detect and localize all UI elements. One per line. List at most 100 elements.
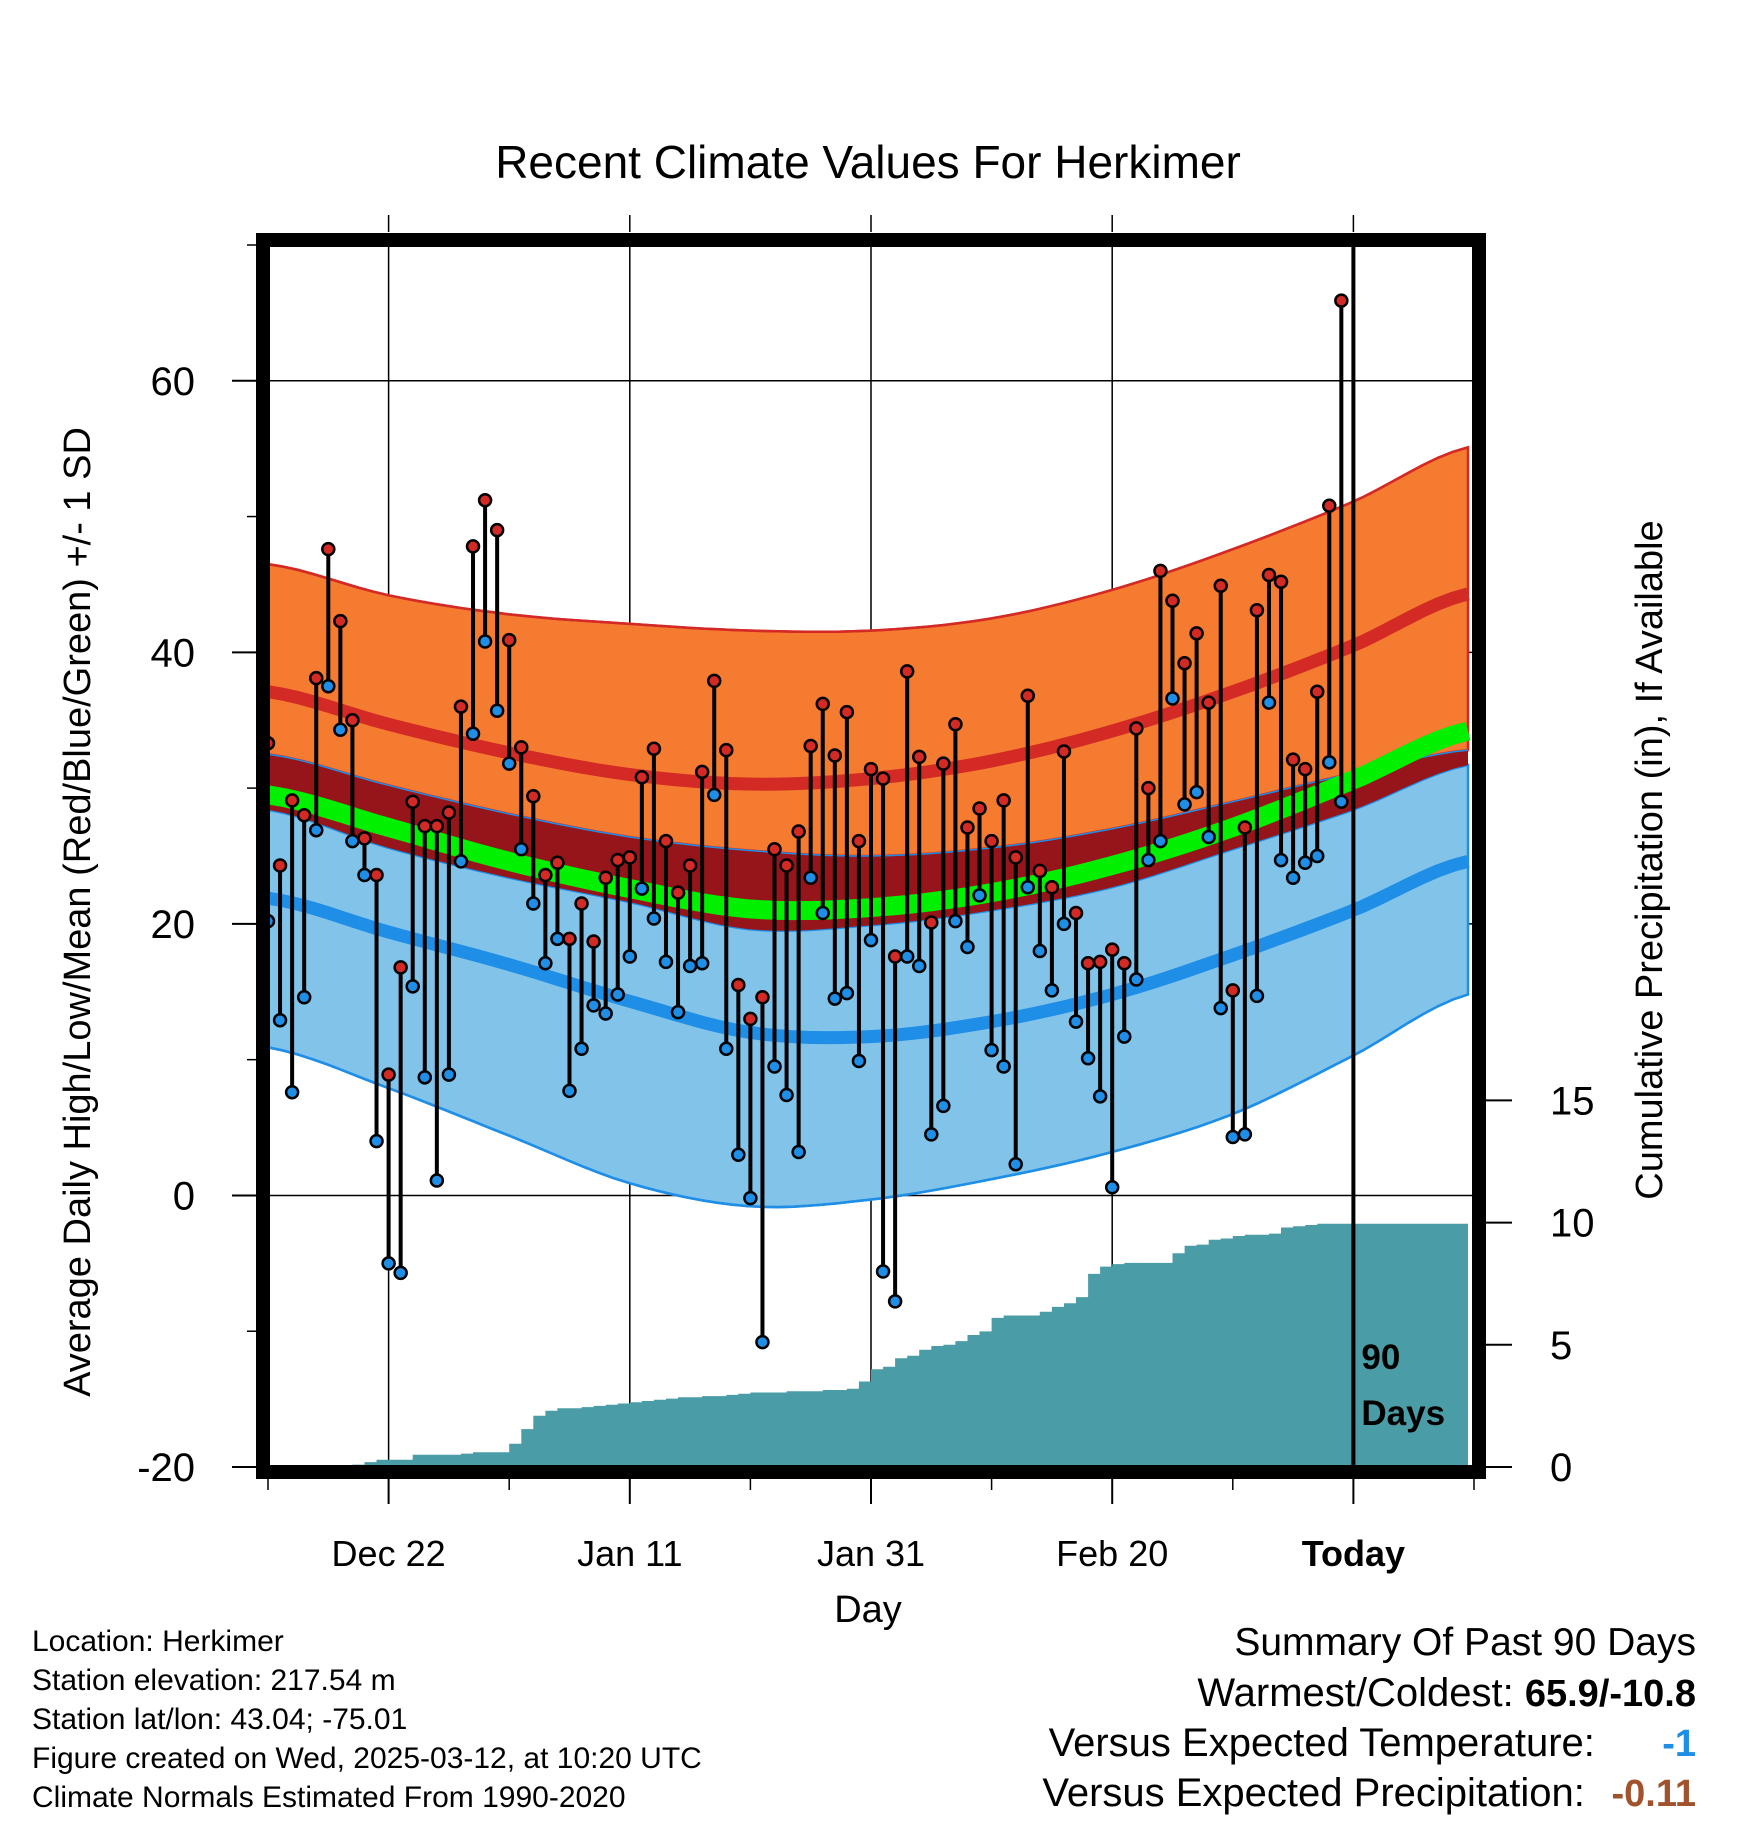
x-tick-label: Dec 22 [332, 1533, 446, 1574]
daily-high-point [514, 740, 529, 755]
daily-high-point [682, 858, 698, 873]
overlap-band [268, 750, 1468, 931]
daily-low-point [1129, 972, 1144, 987]
daily-high-point [321, 541, 336, 557]
daily-low-point [646, 911, 662, 926]
y-right-tick-label: 5 [1550, 1324, 1572, 1368]
daily-high-point [1117, 956, 1132, 971]
daily-low-point [1285, 870, 1301, 885]
daily-low-point [1020, 879, 1036, 895]
daily-low-point [706, 787, 722, 803]
daily-high-point [719, 742, 734, 758]
daily-high-point [1092, 954, 1108, 970]
daily-high-point [1201, 695, 1216, 710]
daily-high-point [1273, 574, 1289, 589]
daily-high-point [779, 858, 794, 873]
daily-high-point [924, 915, 939, 930]
elevation-text: Station elevation: 217.54 m [32, 1664, 396, 1697]
daily-high-point [767, 841, 782, 857]
daily-high-point [803, 738, 818, 754]
daily-high-point [875, 771, 891, 786]
summary-panel: Summary Of Past 90 Days Warmest/Coldest:… [1042, 1618, 1696, 1818]
daily-low-point [321, 679, 336, 694]
daily-low-point [694, 956, 710, 971]
daily-low-point [851, 1053, 867, 1069]
daily-high-point [1285, 752, 1301, 767]
y-tick-label: 40 [151, 631, 196, 675]
daily-low-point [417, 1070, 433, 1085]
daily-high-point [706, 673, 722, 689]
daily-low-point [899, 949, 915, 964]
daily-high-point [634, 769, 650, 785]
today-days-label-text: Days [1361, 1394, 1445, 1433]
daily-high-point [477, 493, 493, 508]
daily-high-point [393, 960, 408, 975]
daily-low-point [1153, 833, 1168, 849]
daily-low-point [1141, 852, 1156, 868]
plot-frame [256, 233, 1486, 1479]
daily-high-point [538, 867, 553, 883]
daily-low-point [1117, 1029, 1132, 1044]
daily-high-point [1297, 761, 1313, 777]
daily-high-point [887, 949, 903, 964]
daily-low-point [1177, 797, 1192, 812]
daily-low-point [284, 1085, 300, 1100]
daily-low-point [670, 1004, 686, 1020]
daily-high-point [731, 977, 746, 993]
daily-low-point [477, 634, 493, 649]
daily-low-point [719, 1041, 734, 1057]
daily-high-point [815, 696, 831, 712]
daily-high-point [863, 761, 879, 777]
daily-low-point [550, 931, 565, 947]
daily-low-point [731, 1147, 746, 1162]
daily-low-point [815, 905, 831, 921]
daily-low-point [743, 1190, 758, 1206]
daily-low-point [682, 958, 698, 974]
y-right-tick-label: 0 [1550, 1446, 1572, 1490]
daily-high-point [1032, 863, 1048, 879]
daily-high-point [984, 833, 999, 849]
daily-high-point [272, 858, 288, 873]
precip-versus-value: -0.11 [1611, 1773, 1696, 1815]
daily-low-point [755, 1334, 770, 1350]
y-right-tick-label: 10 [1550, 1202, 1595, 1246]
daily-high-point [501, 632, 517, 648]
daily-high-point [911, 749, 927, 765]
daily-low-point [996, 1059, 1011, 1074]
daily-high-point [755, 989, 770, 1005]
daily-high-point [357, 831, 372, 846]
daily-low-point [1225, 1129, 1241, 1145]
daily-low-point [526, 896, 541, 911]
daily-low-point [441, 1067, 457, 1082]
daily-low-point [924, 1127, 939, 1142]
daily-high-point [1225, 983, 1241, 998]
daily-high-point [465, 539, 481, 554]
daily-high-point [839, 704, 855, 720]
daily-high-point [574, 896, 589, 911]
daily-high-point [489, 522, 505, 538]
daily-high-point [658, 833, 674, 849]
daily-low-point [1008, 1156, 1023, 1172]
daily-low-point [936, 1098, 951, 1114]
daily-low-point [863, 932, 879, 948]
high-sd-upper-line [268, 446, 1469, 634]
daily-low-point [1165, 691, 1180, 706]
daily-low-point [1044, 983, 1060, 998]
daily-low-point [1237, 1127, 1253, 1142]
daily-high-point [851, 833, 867, 849]
daily-low-point [1334, 794, 1349, 809]
daily-low-point [1249, 988, 1265, 1004]
daily-low-point [501, 756, 517, 771]
warmest-coldest-label: Warmest/Coldest: [1197, 1671, 1514, 1715]
location-text: Location: Herkimer [32, 1625, 284, 1658]
daily-high-point [996, 793, 1011, 808]
daily-low-point [465, 726, 481, 742]
daily-high-point [1104, 942, 1120, 957]
daily-low-point [574, 1041, 589, 1057]
daily-high-point [960, 820, 975, 835]
x-tick-label: Today [1302, 1533, 1405, 1574]
normal-low-line [268, 855, 1470, 1045]
precip-versus-label: Versus Expected Precipitation: [1042, 1771, 1585, 1815]
daily-low-point [1309, 848, 1325, 864]
daily-low-point [911, 958, 927, 974]
